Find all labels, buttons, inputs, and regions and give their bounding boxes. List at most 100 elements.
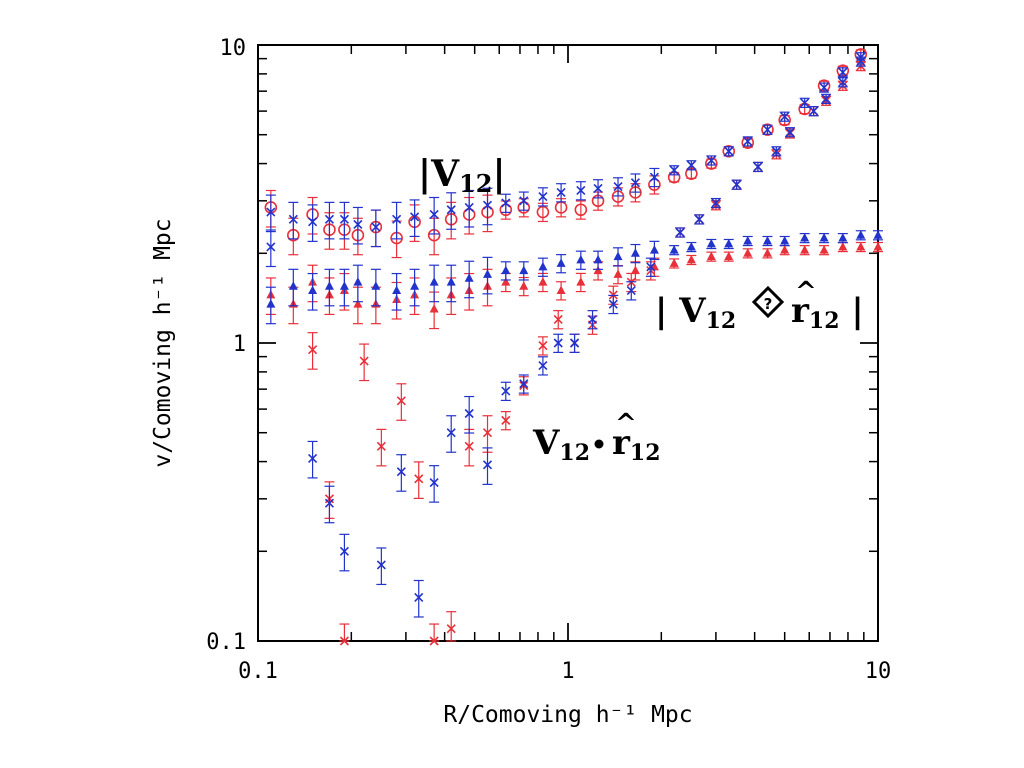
data-point (307, 272, 318, 311)
data-point (686, 241, 697, 253)
data-point (324, 485, 335, 524)
data-point (593, 179, 604, 199)
data-point (553, 310, 564, 330)
y-tick-label-1: 1 (233, 332, 246, 357)
data-point (265, 194, 276, 233)
data-point (446, 415, 457, 453)
data-point (837, 77, 848, 88)
data-point (370, 268, 381, 307)
data-point (855, 56, 866, 67)
data-point (799, 232, 810, 244)
data-point (429, 465, 440, 503)
data-point (669, 165, 680, 176)
data-point (396, 454, 407, 492)
x-tick-label-2: 10 (865, 659, 892, 684)
data-point (742, 136, 753, 147)
data-point (482, 256, 493, 295)
data-point (645, 257, 656, 277)
data-point (752, 161, 763, 173)
data-point (779, 235, 790, 247)
y-tick-label-2: 10 (220, 36, 247, 61)
data-point (307, 440, 318, 479)
data-point (396, 383, 407, 421)
data-point (762, 124, 773, 135)
data-point (324, 201, 335, 240)
svg-text:^: ^ (615, 409, 637, 439)
data-point (762, 235, 773, 247)
data-point (686, 160, 697, 171)
data-point (819, 232, 830, 244)
data-point (649, 240, 660, 261)
data-point (779, 245, 790, 256)
data-point (370, 209, 381, 248)
data-point (553, 333, 564, 353)
data-point (482, 415, 493, 453)
data-point (537, 257, 548, 277)
data-point (288, 201, 299, 240)
data-point (731, 179, 742, 190)
data-point (446, 611, 457, 642)
data-point (391, 201, 402, 240)
data-point (799, 97, 810, 108)
data-point (669, 245, 680, 256)
annotation-v12-magnitude: |V12| (418, 153, 506, 198)
data-point (324, 268, 335, 307)
x-axis-title: R/Comoving h⁻¹ Mpc (443, 702, 692, 728)
svg-text:?: ? (764, 295, 773, 313)
data-point (352, 206, 363, 245)
data-point (575, 181, 586, 201)
data-point (464, 428, 475, 467)
data-point (429, 196, 440, 235)
data-point (413, 579, 424, 618)
data-point (710, 197, 721, 209)
svg-text:^: ^ (795, 277, 817, 307)
data-point (593, 250, 604, 270)
data-point (446, 264, 457, 303)
data-point (339, 201, 350, 240)
data-point (556, 254, 567, 274)
unknown-symbol-icon: ? (751, 285, 785, 319)
data-point (537, 356, 548, 376)
x-tick-label-0: 0.1 (238, 659, 278, 684)
data-point (288, 268, 299, 307)
data-point (873, 230, 883, 241)
data-point (575, 250, 586, 270)
y-tick-label-0: 0.1 (206, 630, 246, 655)
data-point (706, 155, 717, 166)
data-point (537, 187, 548, 207)
data-point (339, 623, 350, 646)
plot-frame (257, 44, 879, 642)
data-point (464, 260, 475, 299)
data-point (742, 235, 753, 247)
data-point (779, 111, 790, 122)
data-point (723, 251, 734, 262)
data-point (723, 146, 734, 157)
data-point (675, 227, 686, 238)
svg-text:|V12|: |V12| (418, 153, 506, 198)
data-point (808, 106, 819, 117)
data-point (359, 343, 370, 382)
data-point (376, 547, 387, 586)
data-point (771, 146, 782, 157)
annotation-v12-radial: V12 r12 ^ (532, 409, 661, 466)
data-point (649, 167, 660, 188)
data-point (569, 333, 580, 353)
data-point (500, 381, 511, 402)
data-point (339, 533, 350, 572)
data-point (669, 258, 680, 269)
data-point (352, 264, 363, 303)
data-point (556, 281, 567, 301)
data-point (307, 204, 318, 242)
data-point (518, 374, 529, 394)
data-point (630, 173, 641, 193)
data-point (518, 191, 529, 211)
data-point (587, 310, 598, 330)
dot-operator-icon (594, 439, 604, 449)
data-point (608, 294, 619, 315)
svg-text:V12: V12 (532, 423, 590, 466)
data-point (613, 177, 624, 197)
data-point (265, 286, 276, 325)
data-point (873, 241, 883, 253)
data-point (376, 428, 387, 467)
data-point (837, 67, 848, 78)
